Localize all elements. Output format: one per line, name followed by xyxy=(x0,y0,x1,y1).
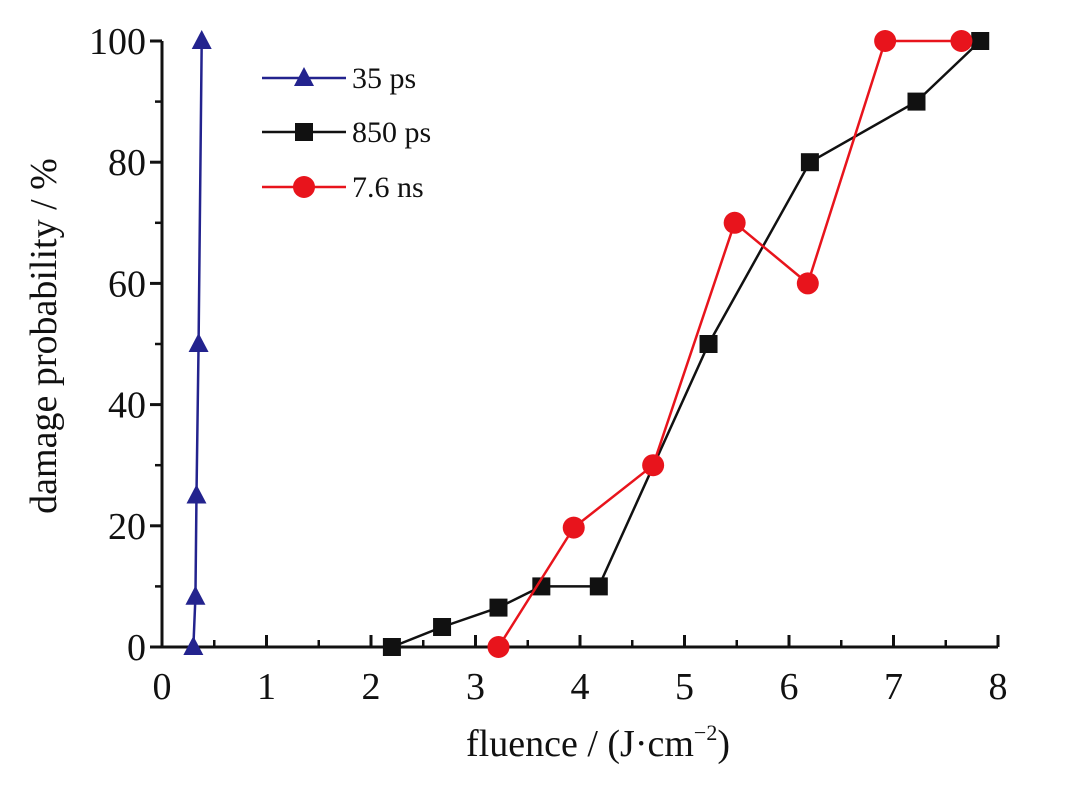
data-point xyxy=(489,598,508,617)
data-point xyxy=(874,30,897,52)
data-point xyxy=(532,577,551,596)
data-point xyxy=(642,454,665,477)
data-point xyxy=(562,516,585,539)
data-point xyxy=(800,153,819,172)
data-point xyxy=(971,32,990,50)
data-point xyxy=(191,30,212,49)
legend: 35 ps 850 ps 7.6 ns xyxy=(262,62,431,204)
legend-label: 7.6 ns xyxy=(352,171,424,204)
series-square xyxy=(382,32,990,656)
x-tick-label: 6 xyxy=(780,666,799,708)
data-point xyxy=(188,333,209,352)
y-tick-label: 60 xyxy=(108,263,146,305)
x-tick-label: 8 xyxy=(989,666,1008,708)
data-point xyxy=(723,211,746,234)
series-line xyxy=(497,39,962,648)
data-point xyxy=(183,636,204,655)
y-axis-title: damage probability / % xyxy=(23,158,65,514)
data-point xyxy=(699,335,718,353)
legend-label: 35 ps xyxy=(352,62,416,95)
data-point xyxy=(907,92,926,111)
x-tick-label: 5 xyxy=(675,666,694,708)
x-tick-label: 3 xyxy=(466,666,485,708)
data-point xyxy=(589,577,608,596)
x-axis-ticks: 0 1 2 3 4 5 6 7 8 xyxy=(153,635,1008,708)
legend-label: 850 ps xyxy=(352,116,431,149)
x-axis-title: fluence / (J·cm−2) xyxy=(466,720,730,765)
legend-item: 35 ps xyxy=(262,62,416,95)
series-triangle xyxy=(183,30,212,655)
legend-marker xyxy=(295,123,313,141)
y-axis-ticks: 0 20 40 60 80 100 xyxy=(89,21,162,669)
y-tick-label: 20 xyxy=(108,506,146,548)
y-tick-label: 40 xyxy=(108,385,146,427)
y-tick-label: 80 xyxy=(108,142,146,184)
x-tick-label: 7 xyxy=(884,666,903,708)
legend-marker xyxy=(293,176,315,198)
data-point xyxy=(382,638,401,656)
data-point xyxy=(950,30,973,52)
data-point xyxy=(796,272,819,295)
series-circle xyxy=(487,30,973,658)
series-line xyxy=(391,40,982,649)
legend-item: 7.6 ns xyxy=(262,171,424,204)
data-point xyxy=(433,618,452,637)
series-layer xyxy=(183,30,990,658)
x-tick-label: 4 xyxy=(571,666,590,708)
y-tick-label: 0 xyxy=(127,627,146,669)
y-tick-label: 100 xyxy=(89,21,146,63)
legend-item: 850 ps xyxy=(262,116,431,149)
data-point xyxy=(487,636,510,658)
x-tick-label: 0 xyxy=(153,666,172,708)
x-tick-label: 1 xyxy=(257,666,276,708)
data-point xyxy=(185,585,206,605)
x-tick-label: 2 xyxy=(362,666,381,708)
legend-marker xyxy=(294,67,314,86)
data-point xyxy=(186,484,207,504)
